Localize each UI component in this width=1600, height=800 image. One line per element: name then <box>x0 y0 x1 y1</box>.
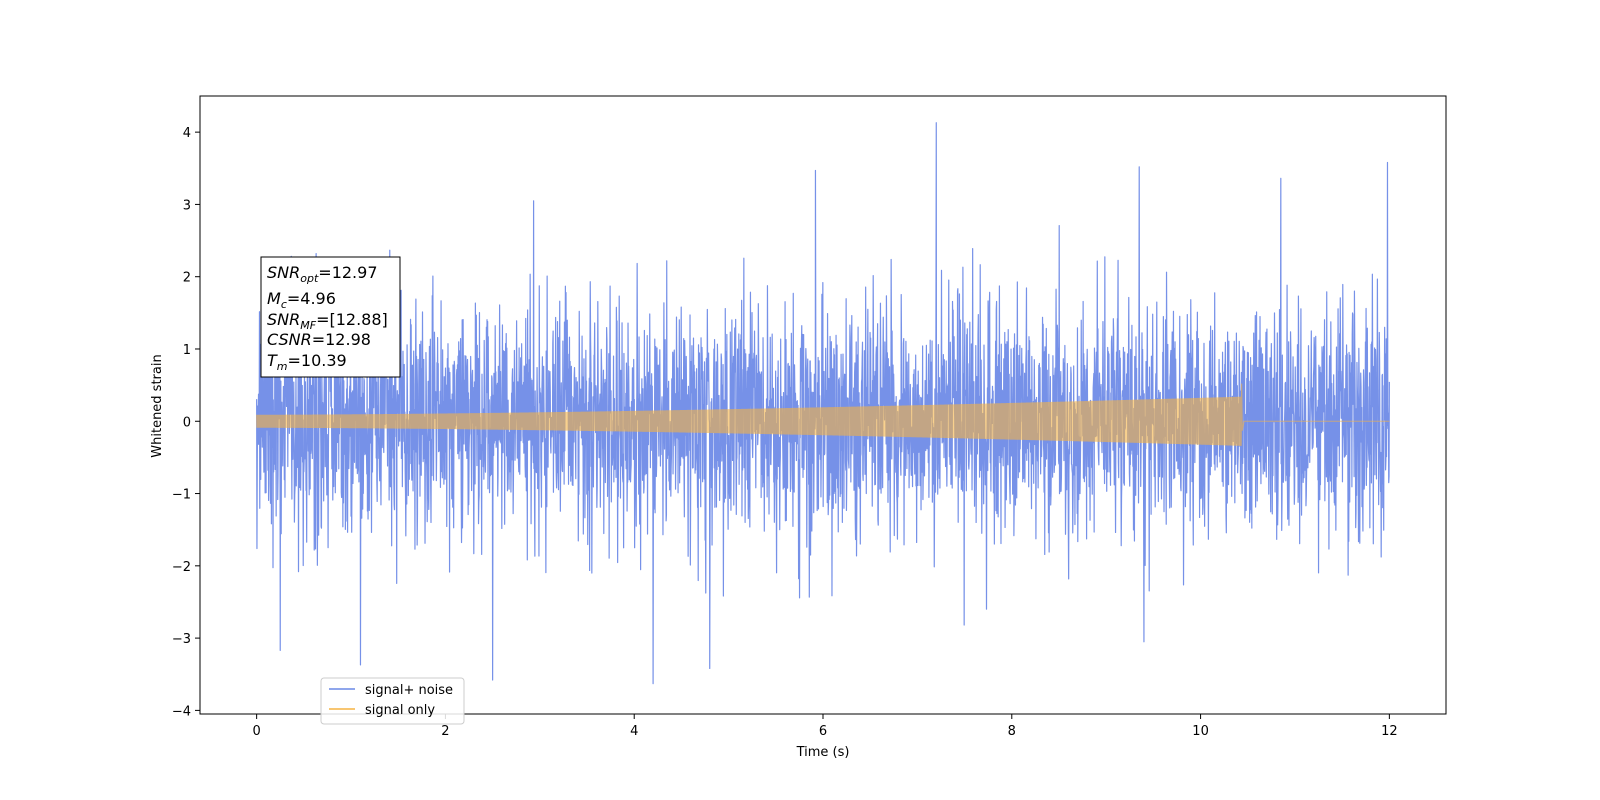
annotation-line-snr-mf: SNRMF=[12.88] <box>267 310 388 332</box>
y-tick-label: 0 <box>183 415 191 430</box>
x-tick-label: 6 <box>819 724 827 739</box>
y-tick-label: 4 <box>183 126 191 141</box>
x-tick-label: 2 <box>441 724 449 739</box>
legend: signal+ noise signal only <box>320 677 465 725</box>
y-axis: −4 −3 −2 −1 0 1 2 3 4 <box>172 126 200 719</box>
y-tick-label: −3 <box>172 632 191 647</box>
annotation-line-snr-opt: SNRopt=12.97 <box>267 263 378 285</box>
y-tick-label: −4 <box>172 704 191 719</box>
y-axis-label: Whitened strain <box>150 354 165 457</box>
y-tick-label: −1 <box>172 488 191 503</box>
annotation-line-mc: Mc=4.96 <box>267 289 336 311</box>
x-tick-label: 10 <box>1192 724 1209 739</box>
legend-label-signal-only: signal only <box>365 703 435 718</box>
y-tick-label: 1 <box>183 343 191 358</box>
x-axis: 0 2 4 6 8 10 12 <box>252 714 1398 739</box>
y-tick-label: 3 <box>183 198 191 213</box>
x-tick-label: 4 <box>630 724 638 739</box>
x-axis-label: Time (s) <box>796 745 850 760</box>
annotation-box: SNRopt=12.97 Mc=4.96 SNRMF=[12.88] CSNR=… <box>260 256 401 378</box>
annotation-frame <box>260 256 401 378</box>
x-tick-label: 0 <box>252 724 260 739</box>
annotation-line-tm: Tm=10.39 <box>267 351 347 373</box>
series-signal-only-line <box>256 383 1390 446</box>
legend-frame <box>320 677 465 725</box>
x-tick-label: 8 <box>1008 724 1016 739</box>
y-tick-label: 2 <box>183 271 191 286</box>
y-tick-label: −2 <box>172 560 191 575</box>
legend-label-signal-noise: signal+ noise <box>365 683 453 698</box>
series-layer <box>256 122 1390 685</box>
x-tick-label: 12 <box>1381 724 1398 739</box>
series-signal-noise-line <box>256 122 1390 685</box>
annotation-line-csnr: CSNR=12.98 <box>267 330 371 349</box>
